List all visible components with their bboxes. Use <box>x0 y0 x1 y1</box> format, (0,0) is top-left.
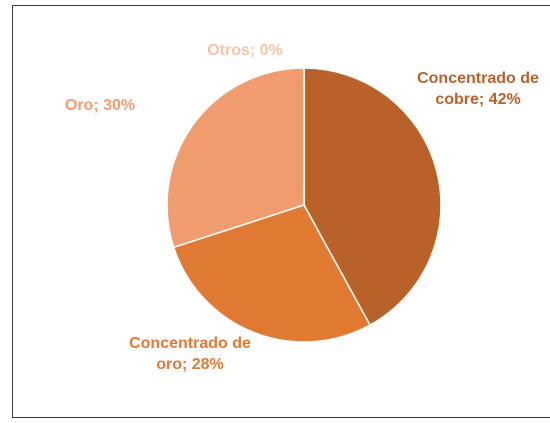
pie-slice <box>166 67 305 249</box>
label-value: ; 42% <box>478 91 521 108</box>
label-value: ; 0% <box>249 42 283 59</box>
label-category: Oro <box>64 97 94 114</box>
data-label: Concentrado de cobre; 42% <box>403 68 550 110</box>
data-label: Oro; 30% <box>30 95 170 116</box>
data-label: Concentrado de oro; 28% <box>125 333 255 375</box>
pie-slice <box>303 67 442 327</box>
chart-frame <box>12 5 550 418</box>
label-category: Otros <box>207 42 250 59</box>
data-label: Otros; 0% <box>175 40 315 61</box>
label-value: ; 30% <box>93 97 136 114</box>
label-category: Concentrado de oro <box>129 335 251 373</box>
label-value: ; 28% <box>181 356 224 373</box>
pie-slice <box>172 204 372 343</box>
label-category: Concentrado de cobre <box>417 70 539 108</box>
